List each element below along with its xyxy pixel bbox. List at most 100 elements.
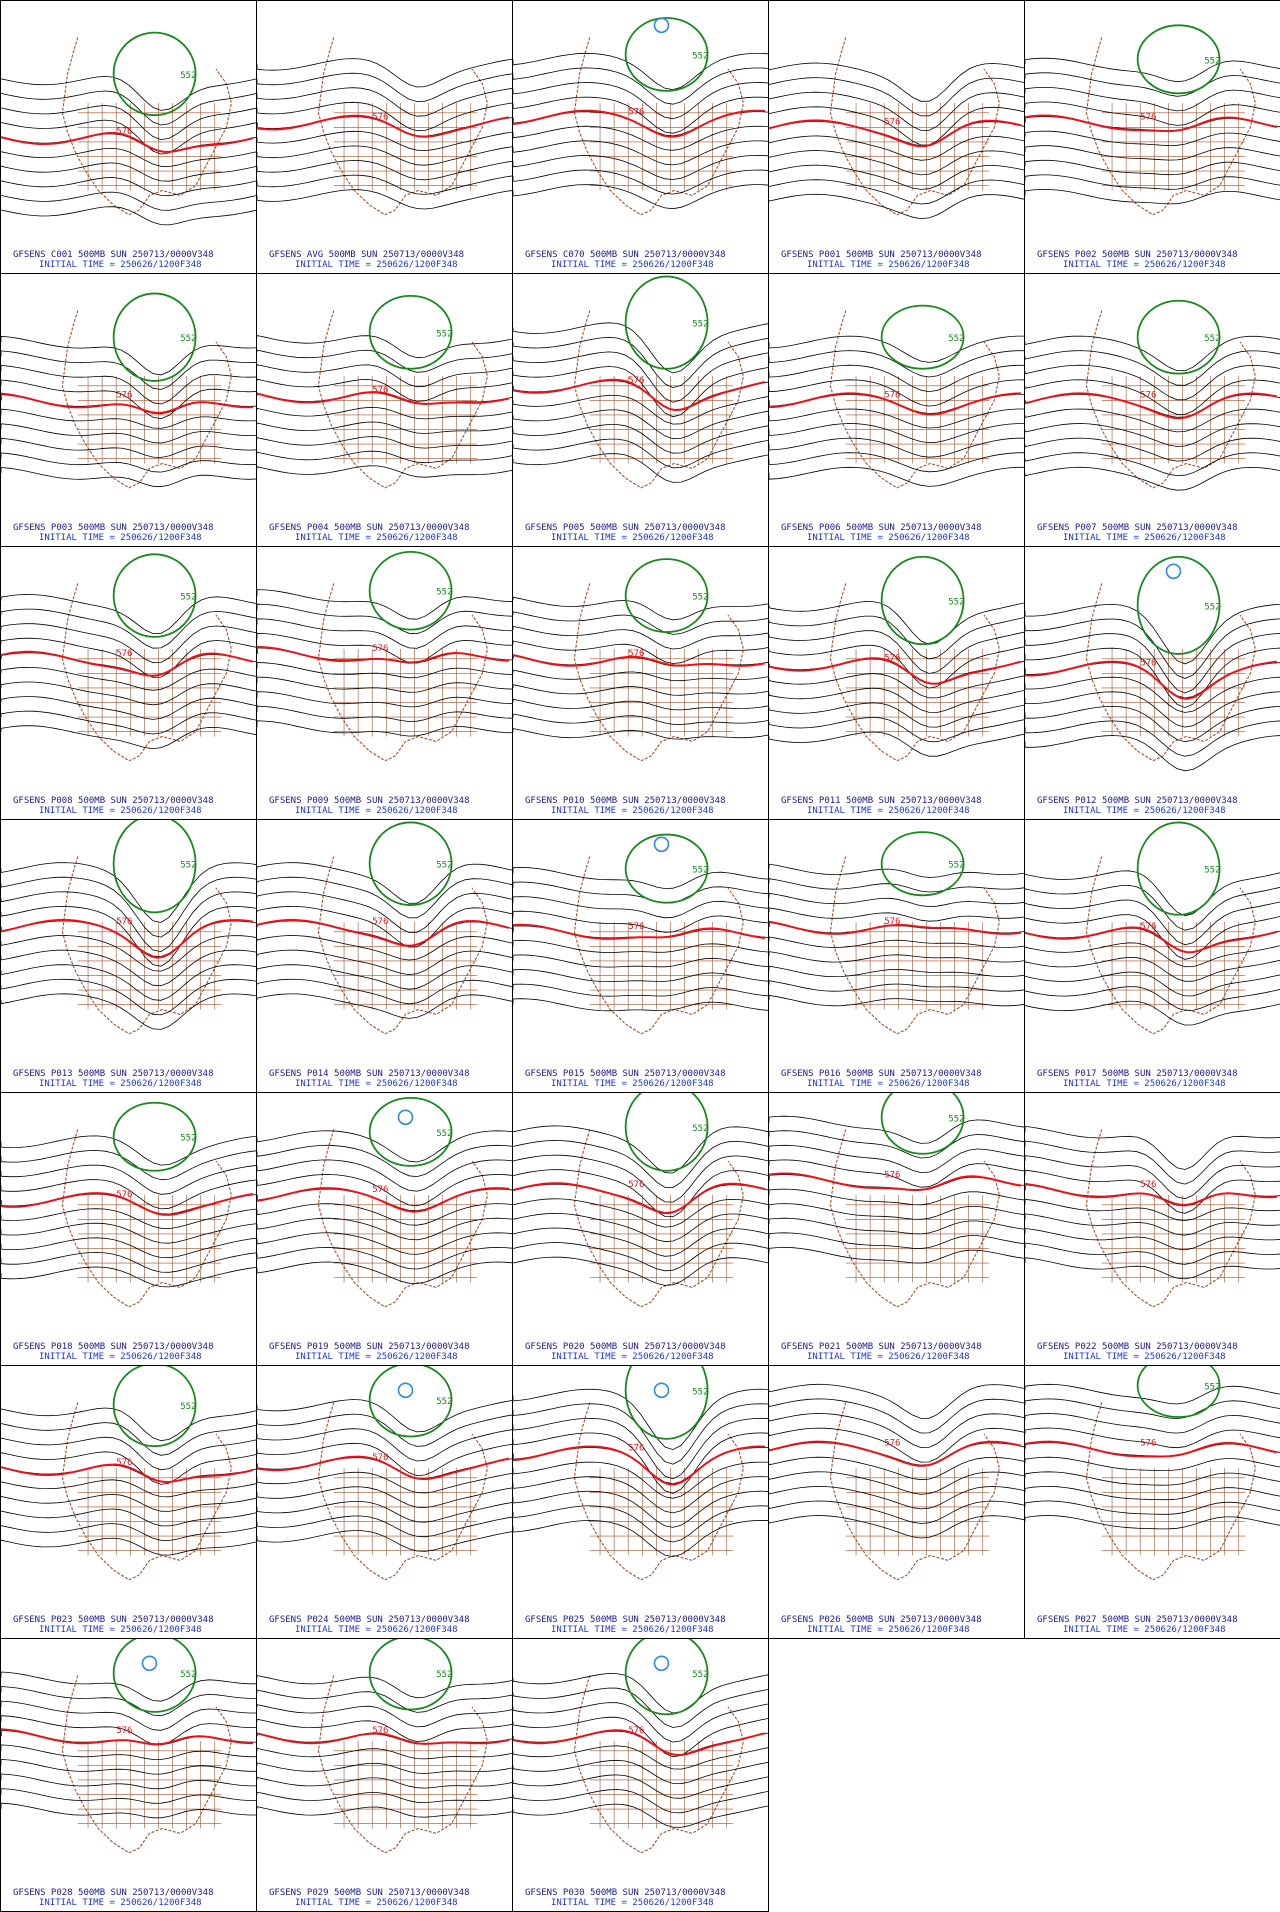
contour-576-line	[257, 391, 510, 406]
height-contour	[257, 1217, 512, 1241]
panel-initial-time: INITIAL TIME = 250626/1200F348	[551, 1352, 714, 1362]
coastline	[317, 856, 488, 1035]
panel-initial-time: INITIAL TIME = 250626/1200F348	[551, 1079, 714, 1089]
contour-552-label: 552	[436, 1670, 452, 1680]
contour-576-label: 576	[116, 127, 132, 137]
panel-title: GFSENS P009 500MB SUN 250713/0000V348	[269, 796, 470, 806]
height-contour	[257, 189, 512, 210]
height-contour	[257, 1675, 512, 1699]
contour-576-line	[257, 1455, 510, 1481]
height-contour	[1025, 1257, 1280, 1280]
height-contour-map: 576 552	[513, 833, 768, 1035]
height-contour	[1025, 1500, 1280, 1515]
height-contour	[1025, 72, 1280, 97]
closed-low-contour	[653, 836, 670, 853]
ensemble-member-panel: 576 GFSENS P022 500MB SUN 250713/0000V348…	[1024, 1092, 1280, 1366]
height-contour	[1025, 466, 1280, 491]
height-contour	[257, 364, 512, 388]
height-contour	[257, 1747, 512, 1760]
contour-552-line	[1136, 555, 1221, 655]
ensemble-member-panel: 576 552 GFSENS P028 500MB SUN 250713/0000V…	[0, 1638, 257, 1912]
height-contour	[257, 1530, 512, 1552]
height-contour	[769, 644, 1024, 689]
ensemble-member-panel: 576 552 GFSENS P017 500MB SUN 250713/0000V…	[1024, 819, 1280, 1093]
height-contour-map: 576 552	[1025, 299, 1280, 491]
coastline	[1085, 583, 1256, 762]
closed-low-contour	[653, 1382, 670, 1399]
height-contour	[257, 1399, 512, 1433]
ensemble-member-panel: 576 552 GFSENS P013 500MB SUN 250713/0000V…	[0, 819, 257, 1093]
contour-576-label: 576	[1140, 113, 1156, 123]
height-contour-map: 576	[769, 37, 1024, 220]
panel-title: GFSENS P007 500MB SUN 250713/0000V348	[1037, 523, 1238, 533]
contour-576-label: 576	[884, 917, 900, 927]
height-contour	[257, 1777, 512, 1789]
height-contour	[1025, 618, 1280, 679]
height-contour	[513, 1490, 768, 1528]
height-contour	[513, 1403, 768, 1465]
height-contour	[769, 716, 1024, 743]
contour-576-line	[257, 1187, 510, 1213]
panel-title: GFSENS P011 500MB SUN 250713/0000V348	[781, 796, 982, 806]
height-contour	[769, 135, 1024, 161]
height-contour-map: 576 552	[1025, 555, 1280, 772]
coastline	[317, 310, 488, 489]
height-contour	[257, 1806, 512, 1818]
height-contour	[769, 1471, 1024, 1495]
contour-552-label: 552	[692, 1387, 708, 1397]
height-contour	[769, 702, 1024, 728]
height-contour	[1, 177, 256, 197]
height-contour	[769, 1246, 1024, 1264]
contour-576-label: 576	[1140, 1180, 1156, 1190]
height-contour-map: 576 552	[513, 1366, 768, 1581]
contour-552-line	[368, 1639, 453, 1711]
height-contour	[1, 1700, 256, 1731]
height-contour	[513, 322, 768, 374]
height-contour	[257, 145, 512, 166]
contour-576-line	[257, 114, 510, 138]
height-contour	[513, 1140, 768, 1188]
height-contour	[513, 983, 768, 997]
height-contour-map: 576 552	[513, 1093, 768, 1308]
height-contour	[513, 640, 768, 664]
height-contour-map: 576 552	[257, 1366, 512, 1581]
coastline	[1085, 1402, 1256, 1581]
height-contour	[513, 1702, 768, 1743]
coastline	[573, 1402, 744, 1581]
height-contour	[1, 1758, 256, 1775]
ensemble-member-panel: 576 552 GFSENS P006 500MB SUN 250713/0000V…	[768, 273, 1025, 547]
panel-title: GFSENS P027 500MB SUN 250713/0000V348	[1037, 1615, 1238, 1625]
panel-initial-time: INITIAL TIME = 250626/1200F348	[807, 260, 970, 270]
height-contour	[513, 1125, 768, 1174]
contour-576-label: 576	[628, 1726, 644, 1736]
height-contour	[513, 351, 768, 403]
height-contour	[257, 465, 512, 478]
height-contour	[513, 713, 768, 725]
height-contour	[257, 378, 512, 402]
height-contour	[513, 1687, 768, 1728]
height-contour-map: 576 552	[1, 292, 256, 489]
height-contour	[1025, 1515, 1280, 1530]
contour-576-line	[513, 378, 766, 412]
contour-576-line	[1025, 1182, 1278, 1206]
height-contour	[257, 603, 512, 635]
height-contour	[769, 1515, 1024, 1539]
contour-576-line	[1, 1728, 254, 1746]
contour-552-line	[368, 294, 453, 370]
ensemble-member-panel: 576 552 GFSENS P014 500MB SUN 250713/0000V…	[256, 819, 513, 1093]
contour-576-line	[257, 918, 510, 947]
height-contour	[769, 1232, 1024, 1249]
contour-576-label: 576	[884, 1439, 900, 1449]
height-contour	[1025, 705, 1280, 743]
height-contour	[1025, 1383, 1280, 1405]
height-contour	[769, 106, 1024, 146]
height-contour	[1025, 145, 1280, 161]
height-contour	[257, 1486, 512, 1509]
panel-title: GFSENS P028 500MB SUN 250713/0000V348	[13, 1888, 214, 1898]
height-contour	[1025, 899, 1280, 946]
contour-576-label: 576	[372, 644, 388, 654]
height-contour	[769, 1217, 1024, 1235]
contour-576-label: 576	[372, 1453, 388, 1463]
height-contour	[1025, 956, 1280, 982]
height-contour	[513, 52, 768, 91]
